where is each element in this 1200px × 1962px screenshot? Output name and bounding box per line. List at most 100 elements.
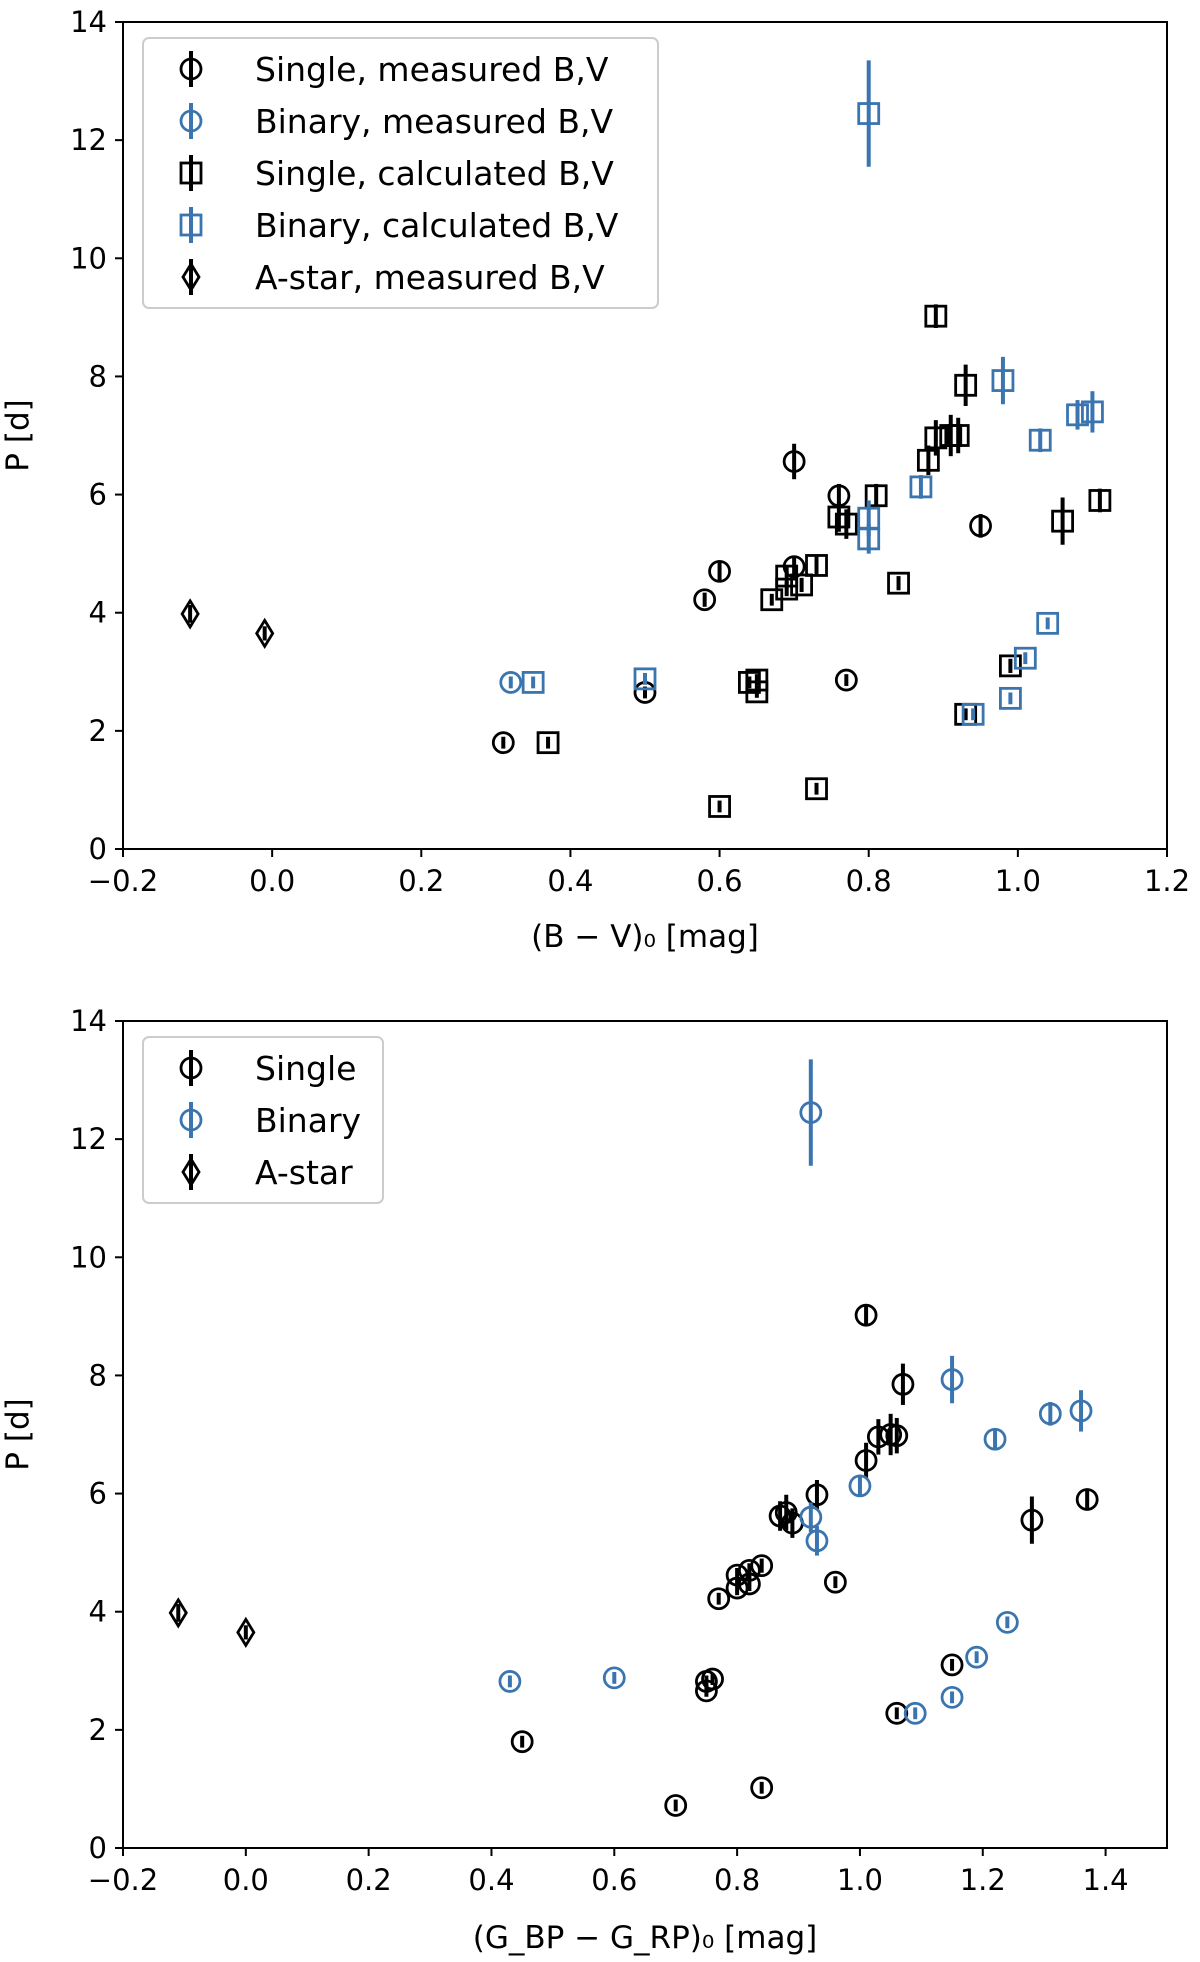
bottom-chart-point-circle <box>940 1653 964 1677</box>
top-chart-point-square <box>834 512 858 536</box>
bottom-chart-point-circle <box>1020 1508 1044 1532</box>
top-chart-point-square <box>1036 611 1060 635</box>
bottom-chart-point-circle <box>498 1670 522 1693</box>
bottom-chart-point-circle <box>1069 1399 1093 1423</box>
top-chart-point-circle <box>782 450 806 473</box>
bottom-chart-ticks: −0.2 0.0 0.2 0.4 0.6 0.8 1.0 1.2 1.4 0 2 4 6 8 10 12 14 <box>70 1004 1129 1897</box>
top-chart-y-tick-label: 6 <box>89 478 107 512</box>
top-chart-point-square <box>961 702 985 726</box>
top-chart-point-square <box>946 424 970 447</box>
top-chart-point-square <box>999 686 1022 710</box>
top-chart-point-circle <box>499 671 523 694</box>
top-chart-point-square <box>1013 646 1037 670</box>
bottom-chart-y-tick-label: 2 <box>89 1713 107 1747</box>
top-chart-point-square <box>708 795 731 818</box>
top-chart-y-tick-label: 4 <box>89 596 107 630</box>
bottom-chart-point-circle <box>750 1776 774 1800</box>
bottom-chart-legend-marker <box>179 1108 203 1132</box>
bottom-chart-point-circle <box>664 1794 688 1817</box>
top-chart-point-square <box>924 304 948 328</box>
bottom-chart-legend-label: Binary <box>255 1101 361 1140</box>
bottom-chart-y-tick-label: 4 <box>89 1595 107 1629</box>
bottom-chart-point-circle <box>805 1529 829 1553</box>
top-chart-point-square <box>1028 428 1052 452</box>
bottom-chart-y-tick-label: 6 <box>89 1477 107 1511</box>
bottom-chart-x-tick-label: 0.2 <box>346 1863 392 1897</box>
bottom-chart-point-circle <box>965 1645 989 1669</box>
top-chart-point-square <box>805 554 828 577</box>
top-chart-point-square <box>633 667 657 691</box>
top-chart-y-tick-label: 12 <box>70 123 107 157</box>
top-chart-point-square <box>954 373 978 397</box>
bottom-chart-y-tick-label: 0 <box>89 1831 107 1865</box>
top-chart-legend-marker <box>179 109 203 133</box>
top-chart-point-circle <box>708 559 731 583</box>
top-chart-point-diamond <box>255 617 275 650</box>
bottom-chart-point-circle <box>885 1424 909 1448</box>
top-chart-point-square <box>916 448 940 472</box>
bottom-chart-x-tick-label: 0.8 <box>714 1863 760 1897</box>
bottom-chart-point-circle <box>695 1679 718 1703</box>
bottom-chart-y-axis-label: P [d] <box>0 1398 36 1470</box>
bottom-chart-point-circle <box>602 1666 626 1690</box>
bottom-chart-x-tick-label: −0.2 <box>88 1863 158 1897</box>
top-chart-legend-label: A-star, measured B,V <box>255 258 605 297</box>
bottom-chart-point-circle <box>854 1449 878 1472</box>
top-chart-point-square <box>745 668 769 692</box>
bottom-chart-x-tick-label: 1.2 <box>960 1863 1006 1897</box>
top-chart-point-square <box>999 654 1022 678</box>
bottom-chart-point-circle <box>1038 1402 1062 1426</box>
top-chart-point-square <box>1088 489 1112 512</box>
bottom-chart-frame <box>122 1020 1168 1849</box>
bottom-chart-point-circle <box>866 1425 890 1449</box>
top-chart-legend-marker <box>179 213 203 237</box>
bottom-chart-y-tick-label: 12 <box>70 1122 107 1156</box>
top-chart-point-square <box>909 475 933 499</box>
bottom-chart-point-circle <box>854 1303 878 1327</box>
top-chart-point-circle <box>491 731 515 755</box>
bottom-chart-point-circle <box>707 1587 731 1611</box>
bottom-chart-legend-label: A-star <box>255 1153 353 1192</box>
top-chart-point-circle <box>693 588 717 612</box>
bottom-chart-point-circle <box>891 1372 915 1396</box>
bottom-chart-point-circle <box>940 1685 964 1709</box>
top-chart-point-square <box>827 505 851 529</box>
top-chart-legend-marker <box>179 161 203 185</box>
bottom-chart-point-circle <box>1075 1488 1099 1511</box>
top-chart-panel: −0.2 0.0 0.2 0.4 0.6 0.8 1.0 1.2 0 2 4 6 8 10 12 14 (B … <box>0 5 1190 955</box>
top-chart-y-tick-label: 14 <box>70 5 107 39</box>
top-chart-x-tick-label: 0.4 <box>547 864 593 898</box>
top-chart-point-square <box>887 571 910 595</box>
top-chart-point-square <box>857 102 881 125</box>
top-chart-y-tick-label: 2 <box>89 714 107 748</box>
top-chart-ticks: −0.2 0.0 0.2 0.4 0.6 0.8 1.0 1.2 0 2 4 6 8 10 12 14 <box>70 5 1190 898</box>
bottom-chart-point-circle <box>940 1368 964 1391</box>
top-chart-point-square <box>991 369 1015 392</box>
top-chart-y-tick-label: 10 <box>70 241 107 275</box>
top-chart-point-square <box>521 671 545 694</box>
bottom-chart-point-circle <box>823 1570 847 1594</box>
bottom-chart-point-circle <box>799 1505 823 1529</box>
bottom-chart-point-diamond <box>168 1597 188 1629</box>
bottom-chart-point-circle <box>983 1427 1007 1451</box>
top-chart-x-tick-label: 0.6 <box>697 864 743 898</box>
top-chart-point-diamond <box>180 598 200 630</box>
bottom-chart-y-tick-label: 10 <box>70 1240 107 1274</box>
top-chart-legend-label: Binary, measured B,V <box>255 102 614 141</box>
bottom-chart-point-circle <box>805 1483 829 1507</box>
bottom-chart-point-circle <box>510 1730 534 1754</box>
bottom-chart-x-tick-label: 0.6 <box>591 1863 637 1897</box>
top-chart-point-square <box>1081 400 1104 424</box>
bottom-chart-x-tick-label: 0.4 <box>468 1863 514 1897</box>
bottom-chart-y-tick-label: 14 <box>70 1004 107 1038</box>
top-chart-x-tick-label: 1.0 <box>995 864 1041 898</box>
bottom-chart-legend-label: Single <box>255 1049 356 1088</box>
top-chart-y-tick-label: 8 <box>89 359 107 393</box>
bottom-chart-data-marks <box>168 1059 1099 1817</box>
top-chart-y-axis-label: P [d] <box>0 399 36 471</box>
bottom-chart-point-circle <box>799 1101 823 1124</box>
bottom-chart-x-tick-label: 1.0 <box>837 1863 883 1897</box>
top-chart-legend-box <box>142 37 659 309</box>
bottom-chart-legend-box <box>142 1036 384 1204</box>
